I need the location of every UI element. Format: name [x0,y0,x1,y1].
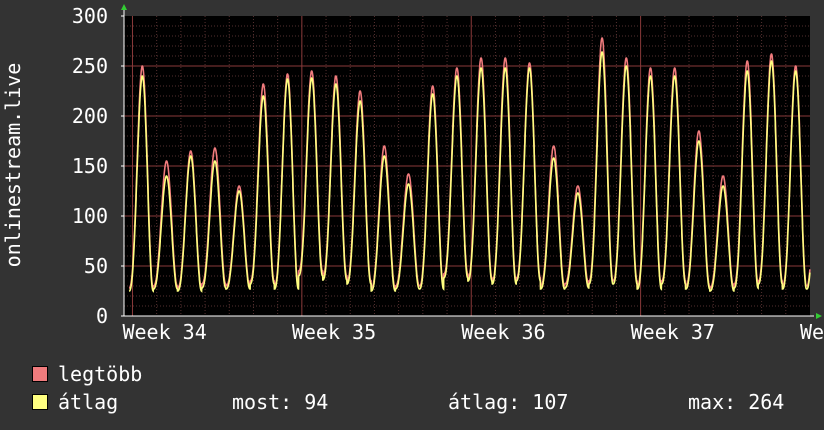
y-tick-label: 100 [72,204,108,228]
series-line-atlag [128,51,811,293]
x-tick-label: Week 35 [292,320,376,344]
series-layer [128,37,811,293]
x-tick-label: Week 34 [122,320,206,344]
axes: 0 50 100 150 200 250 300 Week 34 Week 35 Week 36 W… [72,4,824,344]
x-tick-label: Week 36 [461,320,545,344]
legend-label-atlag: átlag [58,390,119,414]
y-tick-label: 300 [72,4,108,28]
legend-item-atlag: átlag [32,390,118,414]
x-axis-arrow-icon [816,313,822,319]
y-tick-label: 0 [96,304,108,328]
y-axis-arrow-icon [121,4,127,10]
x-tick-label: Week 37 [631,320,715,344]
stat-max: max: 264 [688,390,785,414]
y-axis-label: onlinestream.live [1,63,25,268]
stat-most: most: 94 [232,390,329,414]
stat-atlag: átlag: 107 [448,390,569,414]
legend-item-legtobb: legtöbb [32,362,142,386]
y-tick-label: 200 [72,104,108,128]
legend-swatch-legtobb [32,366,48,382]
x-tick-label: Week 38 [800,320,824,344]
legend-label-legtobb: legtöbb [58,362,143,386]
legend-swatch-atlag [32,394,48,410]
y-tick-label: 250 [72,54,108,78]
y-tick-label: 150 [72,154,108,178]
y-tick-label: 50 [84,254,108,278]
